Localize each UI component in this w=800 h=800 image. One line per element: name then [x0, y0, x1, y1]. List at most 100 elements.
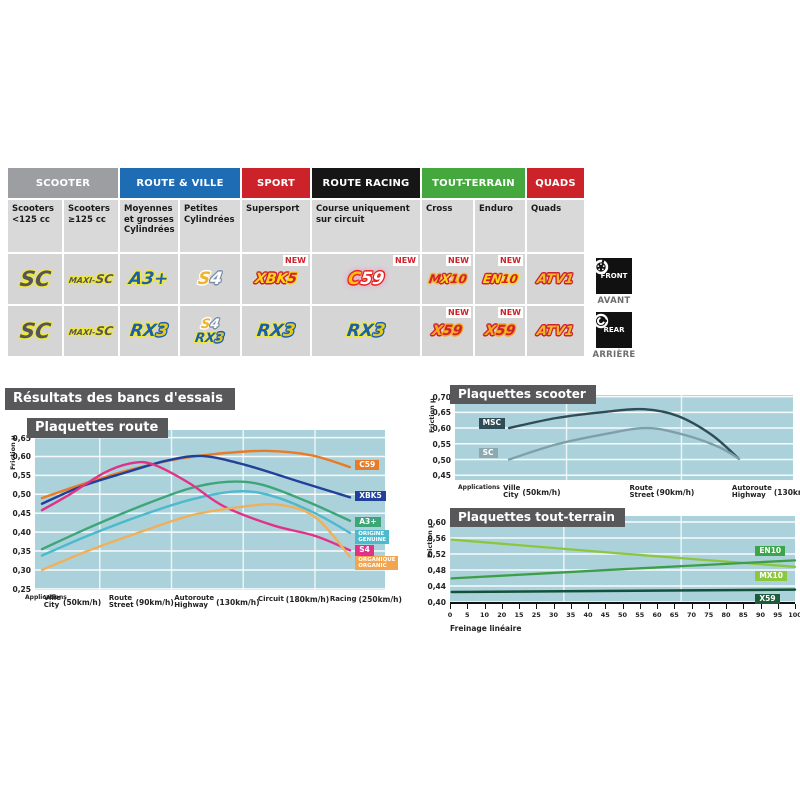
logo-part: ATV1 — [536, 323, 575, 339]
front-cell-4: NEW XBK5 — [242, 254, 310, 304]
logo-part: RX — [345, 320, 375, 341]
logo-part: A3+ — [128, 268, 171, 289]
x-tick-40: 40 — [583, 611, 593, 619]
group-header-sport: SPORT — [242, 168, 310, 198]
y-tick-0,48: 0,48 — [427, 566, 446, 575]
column-header-supersport: Supersport — [242, 200, 310, 252]
series-line-xbk5 — [40, 454, 352, 505]
group-header-route-racing: ROUTE RACING — [312, 168, 420, 198]
series-label-line: C59 — [359, 460, 376, 470]
y-tick-0,60: 0,60 — [12, 452, 31, 462]
pad-logo-rx3: RX3 — [129, 321, 170, 341]
x-label-speed: (130km/h) — [773, 487, 800, 497]
x-tick-65: 65 — [669, 611, 679, 619]
x-label-line: Ville — [43, 594, 62, 602]
x-tick-mark — [605, 604, 607, 609]
pad-logo-xbk5: XBK5 — [253, 271, 298, 287]
pad-logo-x59: X59 — [484, 323, 517, 339]
pad-logo-atv1: ATV1 — [536, 323, 575, 339]
x-label-line: Racing — [329, 594, 357, 603]
y-tick-0,55: 0,55 — [12, 471, 31, 481]
x-label-line: City — [43, 601, 60, 610]
series-label-organique-organic: ORGANIQUE ORGANIC — [355, 556, 399, 571]
chart-canvas — [35, 430, 385, 590]
x-label-line: City — [503, 491, 519, 500]
y-tick-0,65: 0,65 — [432, 408, 451, 418]
new-badge: NEW — [283, 255, 308, 266]
x-label-speed: (130km/h) — [216, 597, 260, 607]
series-label-line: SC — [482, 448, 494, 458]
y-tick-0,56: 0,56 — [427, 534, 446, 543]
x-label-line: Autoroute — [174, 594, 215, 602]
logo-part: 3 — [214, 330, 226, 346]
section-title: Résultats des bancs d'essais — [5, 388, 235, 410]
logo-part: SC — [94, 324, 115, 338]
x-label-line: Circuit — [257, 594, 284, 603]
series-label-line: ORGANIC — [358, 563, 387, 570]
x-tick-100: 100 — [788, 611, 800, 619]
rear-axle-label-fr: ARRIÈRE — [592, 350, 636, 360]
x-tick-15: 15 — [514, 611, 524, 619]
chart-title: Plaquettes scooter — [450, 385, 596, 404]
x-label-name: Autoroute Highway — [174, 594, 215, 610]
front-cell-6: NEW MX10 — [422, 254, 473, 304]
x-label-line: Highway — [174, 601, 209, 610]
front-cell-1: MAXI-SC — [64, 254, 118, 304]
table-front-pads-row: SC MAXI-SC A3+ S4 NEW XBK5 NEW C59 NEW MX10 NEW EN1… — [8, 254, 584, 304]
logo-part: RX — [255, 320, 285, 341]
series-label-line: ORGANIQUE — [358, 557, 396, 564]
column-header-quads: Quads — [527, 200, 584, 252]
group-header-route-ville: ROUTE & VILLE — [120, 168, 240, 198]
series-label-line: GENUINE — [358, 536, 386, 543]
rear-cell-5: RX3 — [312, 306, 420, 356]
x-tick-mark — [553, 604, 555, 609]
series-label-en10: EN10 — [755, 545, 786, 557]
x-label-name: Route Street — [629, 484, 655, 500]
series-label-xbk5: XBK5 — [355, 491, 386, 502]
new-badge: NEW — [393, 255, 418, 266]
x-label-speed: (50km/h) — [63, 597, 102, 607]
logo-part: 59 — [494, 323, 517, 339]
logo-part: XBK — [253, 271, 289, 287]
chart-title: Plaquettes tout-terrain — [450, 508, 625, 527]
x-tick-mark — [484, 604, 486, 609]
x-label-line: Autoroute — [731, 484, 772, 492]
logo-part: 59 — [442, 323, 464, 339]
front-axle-badge: FRONT AVANT — [592, 258, 636, 306]
rear-cell-2: RX3 — [120, 306, 178, 356]
x-tick-mark — [450, 604, 451, 609]
pad-logo-x59: X59 — [431, 323, 464, 339]
x-axis-label: Freinage linéaire — [450, 624, 522, 633]
series-line-a3- — [40, 480, 352, 551]
column-header-course-uniquement-sur-circuit: Course uniquement sur circuit — [312, 200, 420, 252]
new-badge: NEW — [446, 307, 471, 318]
rear-cell-0: SC — [8, 306, 62, 356]
x-tick-70: 70 — [686, 611, 697, 619]
x-tick-mark — [501, 604, 503, 609]
front-cell-7: NEW EN10 — [475, 254, 525, 304]
x-label-line: Street — [629, 491, 655, 500]
plot-area — [450, 516, 797, 604]
rear-cell-3: S4 RX3 — [180, 306, 240, 356]
table-group-header-row: SCOOTER ROUTE & VILLE SPORT ROUTE RACING TOU… — [8, 168, 584, 198]
series-line-origine-genuine — [40, 490, 352, 557]
y-tick-0,40: 0,40 — [427, 598, 446, 607]
column-header-cross: Cross — [422, 200, 473, 252]
series-label-line: MX10 — [759, 571, 783, 580]
x-tick-mark — [795, 604, 796, 609]
y-tick-0,30: 0,30 — [12, 565, 31, 575]
x-tick-25: 25 — [531, 611, 541, 619]
x-label-line: Street — [108, 601, 134, 610]
y-tick-0,60: 0,60 — [432, 424, 451, 434]
series-line-sc — [507, 426, 741, 461]
logo-part: 3 — [371, 320, 387, 341]
y-tick-0,45: 0,45 — [12, 509, 31, 519]
series-label-sc: SC — [478, 448, 498, 459]
x-label-speed: (250km/h) — [358, 595, 402, 604]
series-label-line: MSC — [482, 418, 502, 428]
x-label-name: Ville City — [43, 594, 62, 610]
x-label-speed: (90km/h) — [135, 597, 174, 607]
product-table: SCOOTER ROUTE & VILLE SPORT ROUTE RACING TOU… — [8, 168, 584, 358]
rear-cell-6: NEW X59 — [422, 306, 473, 356]
logo-part: 4 — [209, 316, 221, 332]
